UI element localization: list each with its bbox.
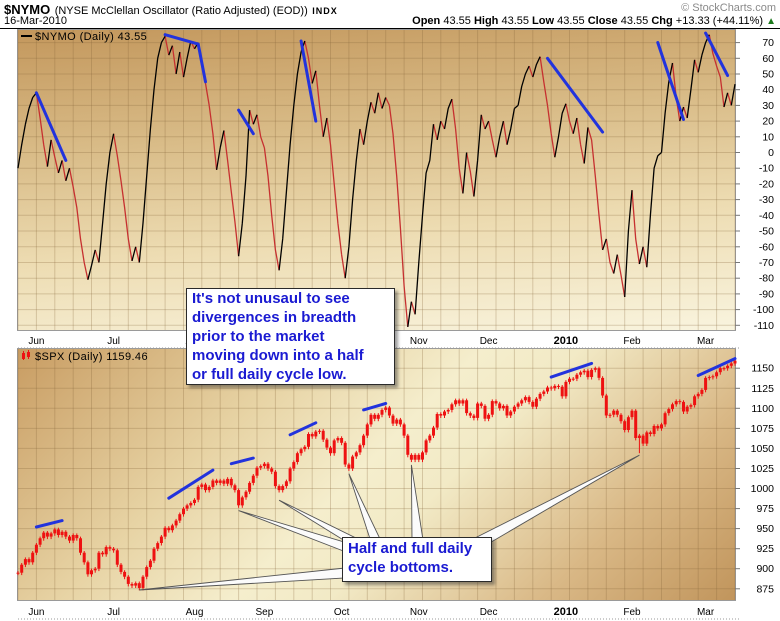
svg-text:-20: -20 [759, 178, 774, 190]
svg-text:2010: 2010 [554, 606, 578, 618]
svg-text:Dec: Dec [480, 607, 498, 618]
svg-text:950: 950 [756, 523, 774, 535]
svg-text:-110: -110 [754, 320, 774, 332]
svg-text:1125: 1125 [751, 383, 774, 395]
svg-text:2010: 2010 [554, 335, 578, 347]
svg-text:-100: -100 [753, 304, 774, 316]
svg-text:1000: 1000 [751, 483, 775, 495]
spx-legend: $SPX (Daily) 1159.46 [21, 350, 148, 364]
svg-text:Sep: Sep [256, 607, 274, 618]
note-line: moving down into a half [192, 347, 364, 364]
nymo-plot-background [17, 29, 736, 331]
svg-text:-10: -10 [759, 163, 774, 175]
note-line: divergences in breadth [192, 309, 357, 326]
change-up-arrow-icon: ▲ [766, 16, 776, 27]
high-value: 43.55 [501, 15, 529, 27]
spx-legend-label: $SPX (Daily) 1159.46 [35, 351, 148, 363]
chart-header: $NYMO (NYSE McClellan Oscillator (Ratio … [0, 0, 780, 29]
svg-text:1025: 1025 [751, 463, 775, 475]
close-label: Close [587, 15, 618, 27]
low-value: 43.55 [557, 15, 585, 27]
high-label: High [473, 15, 499, 27]
svg-text:Jun: Jun [28, 607, 44, 618]
svg-text:40: 40 [762, 84, 774, 96]
chg-value: +13.33 (+44.11%) [675, 15, 764, 27]
nymo-legend: $NYMO (Daily) 43.55 [21, 31, 147, 43]
svg-text:-70: -70 [759, 257, 774, 269]
svg-text:60: 60 [762, 53, 774, 65]
note-line: Half and full daily [348, 540, 473, 557]
note-line: prior to the market [192, 328, 325, 345]
svg-text:-80: -80 [759, 273, 774, 285]
svg-text:50: 50 [762, 69, 774, 81]
svg-text:Dec: Dec [480, 336, 498, 347]
svg-text:Mar: Mar [697, 336, 715, 347]
svg-text:900: 900 [756, 563, 774, 575]
svg-text:1100: 1100 [751, 403, 774, 415]
svg-text:-30: -30 [759, 194, 774, 206]
svg-text:-50: -50 [759, 226, 774, 238]
low-label: Low [532, 15, 555, 27]
stockcharts-copyright: © StockCharts.com [681, 2, 776, 14]
svg-text:Jun: Jun [28, 336, 44, 347]
open-label: Open [412, 15, 441, 27]
svg-text:70: 70 [762, 37, 774, 49]
note-line: cycle bottoms. [348, 559, 454, 576]
svg-text:0: 0 [768, 147, 774, 159]
svg-text:20: 20 [762, 116, 774, 128]
ohlc-quote: Open 43.55 High 43.55 Low 43.55 Close 43… [412, 15, 776, 27]
svg-text:Mar: Mar [697, 607, 715, 618]
svg-text:-90: -90 [759, 288, 774, 300]
symbol-ticker: $NYMO [4, 2, 51, 17]
cycle-bottoms-note: Half and full daily cycle bottoms. [342, 537, 492, 582]
svg-text:Nov: Nov [410, 336, 428, 347]
quote-row: 16-Mar-2010 Open 43.55 High 43.55 Low 43… [4, 15, 776, 28]
svg-text:Nov: Nov [410, 607, 428, 618]
svg-text:1075: 1075 [751, 423, 775, 435]
close-value: 43.55 [620, 15, 649, 27]
svg-text:925: 925 [756, 543, 774, 555]
title-row: $NYMO (NYSE McClellan Oscillator (Ratio … [4, 1, 776, 17]
divergence-note: It's not unusaul to see divergences in b… [186, 288, 395, 385]
chart-date: 16-Mar-2010 [4, 15, 67, 27]
svg-text:30: 30 [762, 100, 774, 112]
candlestick-icon [21, 350, 32, 364]
svg-text:Aug: Aug [186, 607, 204, 618]
svg-text:Jul: Jul [107, 607, 120, 618]
svg-text:-60: -60 [759, 241, 774, 253]
line-swatch-icon [21, 35, 32, 37]
svg-text:1050: 1050 [751, 443, 775, 455]
svg-text:Oct: Oct [334, 607, 350, 618]
svg-text:875: 875 [756, 583, 774, 595]
svg-text:Feb: Feb [623, 607, 641, 618]
svg-text:10: 10 [762, 131, 774, 143]
chg-label: Chg [651, 15, 673, 27]
open-value: 43.55 [443, 15, 471, 27]
note-line: It's not unusaul to see [192, 290, 350, 307]
svg-text:Jul: Jul [107, 336, 120, 347]
exchange-label: INDX [312, 6, 338, 16]
svg-text:-40: -40 [759, 210, 774, 222]
symbol-name: (NYSE McClellan Oscillator (Ratio Adjust… [54, 5, 308, 17]
nymo-legend-label: $NYMO (Daily) 43.55 [35, 31, 148, 43]
svg-text:975: 975 [756, 503, 774, 515]
note-line: or full daily cycle low. [192, 366, 347, 383]
svg-text:Feb: Feb [623, 336, 641, 347]
svg-text:1150: 1150 [751, 363, 774, 375]
